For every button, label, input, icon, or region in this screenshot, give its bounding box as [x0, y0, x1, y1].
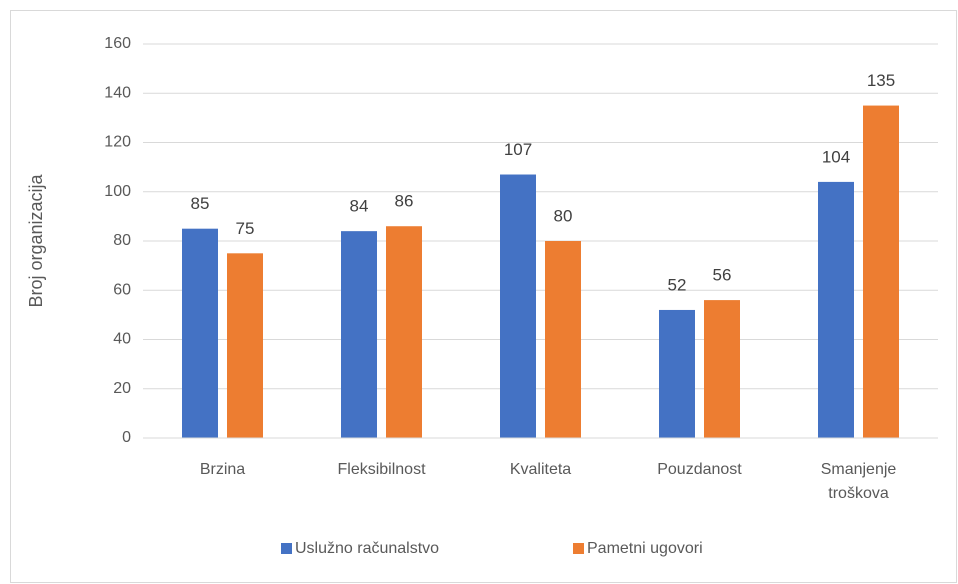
x-tick-label: Brzina [200, 461, 245, 478]
y-tick-label: 0 [122, 429, 131, 446]
x-tick-label: Kvaliteta [510, 461, 571, 478]
bar [341, 231, 377, 438]
x-tick-label: Smanjenje troškova [821, 461, 897, 502]
data-label: 135 [867, 71, 895, 90]
y-tick-label: 80 [113, 232, 131, 249]
legend-label: Pametni ugovori [587, 540, 703, 557]
y-tick-label: 20 [113, 380, 131, 397]
bar [500, 174, 536, 438]
bar [818, 181, 854, 438]
data-label: 56 [713, 266, 732, 285]
chart-frame [10, 10, 957, 583]
bar [227, 253, 263, 438]
data-label: 86 [395, 192, 414, 211]
y-tick-label: 40 [113, 331, 131, 348]
data-label: 84 [350, 197, 369, 216]
data-label: 85 [191, 194, 210, 213]
y-tick-label: 160 [104, 35, 131, 52]
x-tick-label: Pouzdanost [657, 461, 742, 478]
bar [863, 105, 899, 438]
legend-label: Uslužno računalstvo [295, 540, 439, 557]
y-tick-label: 120 [104, 134, 131, 151]
y-tick-label: 60 [113, 281, 131, 298]
bar [386, 226, 422, 438]
x-tick-label: Fleksibilnost [337, 461, 426, 478]
legend-swatch [573, 543, 584, 554]
bar [545, 241, 581, 438]
bar [182, 228, 218, 438]
data-label: 52 [668, 275, 687, 294]
data-label: 107 [504, 140, 532, 159]
bar [659, 309, 695, 438]
data-label: 80 [554, 206, 573, 225]
data-label: 104 [822, 147, 850, 166]
y-tick-label: 100 [104, 183, 131, 200]
y-axis-label: Broj organizacija [26, 173, 46, 307]
legend-swatch [281, 543, 292, 554]
data-label: 75 [236, 219, 255, 238]
y-tick-label: 140 [104, 84, 131, 101]
bar [704, 300, 740, 438]
